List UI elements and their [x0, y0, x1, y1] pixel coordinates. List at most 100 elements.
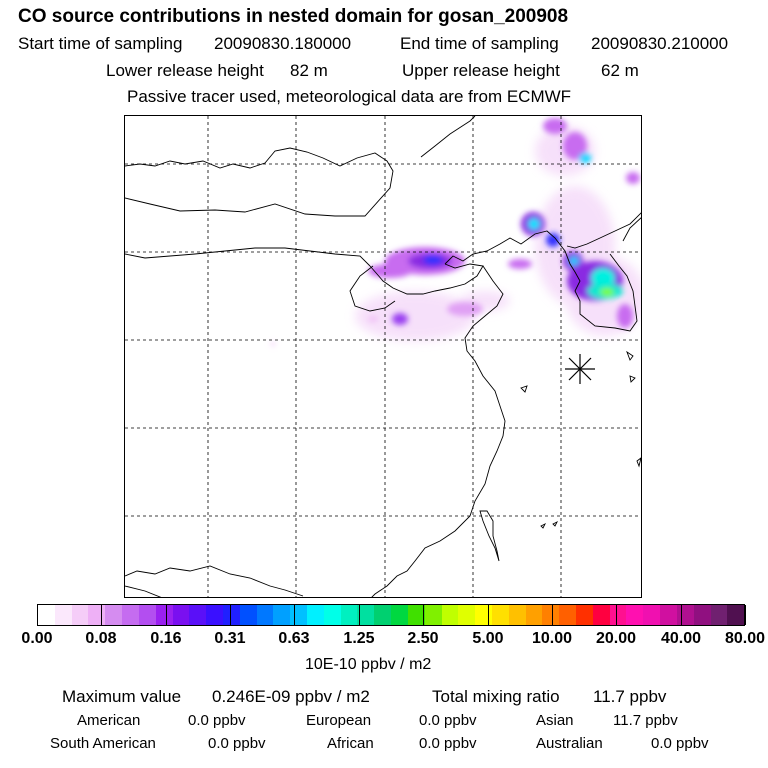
- colorbar-swatch: [592, 605, 610, 625]
- colorbar-swatch: [122, 605, 139, 625]
- colorbar-tick-label: 0.08: [85, 630, 117, 647]
- colorbar-tick: [488, 605, 489, 625]
- colorbar-tick: [37, 605, 38, 625]
- colorbar-units: 10E-10 ppbv / m2: [305, 656, 432, 673]
- colorbar-swatch: [256, 605, 274, 625]
- region-name: South American: [50, 735, 156, 752]
- colorbar-swatch: [273, 605, 291, 625]
- colorbar-swatch: [424, 605, 442, 625]
- end-time-label: End time of sampling: [400, 34, 559, 53]
- colorbar-swatch: [475, 605, 492, 625]
- colorbar-tick-label: 10.00: [531, 630, 573, 647]
- colorbar-swatch: [206, 605, 223, 625]
- colorbar-swatch: [660, 605, 677, 625]
- colorbar: [37, 604, 746, 626]
- colorbar-swatch: [407, 605, 425, 625]
- lat-lon-grid: [125, 116, 641, 597]
- colorbar-swatch: [458, 605, 476, 625]
- colorbar-swatch: [559, 605, 576, 625]
- colorbar-swatch: [693, 605, 711, 625]
- colorbar-swatch: [323, 605, 341, 625]
- colorbar-swatch: [38, 605, 55, 625]
- colorbar-swatch: [542, 605, 560, 625]
- total-mixing-label: Total mixing ratio: [432, 687, 560, 706]
- colorbar-swatch: [105, 605, 123, 625]
- colorbar-swatch: [307, 605, 324, 625]
- lower-height-label: Lower release height: [106, 61, 264, 80]
- colorbar-swatch: [576, 605, 593, 625]
- colorbar-swatch: [626, 605, 644, 625]
- colorbar-tick: [423, 605, 424, 625]
- region-value: 0.0 ppbv: [208, 735, 266, 752]
- max-value: 0.246E-09 ppbv / m2: [212, 687, 370, 706]
- colorbar-swatch: [676, 605, 694, 625]
- region-value: 11.7 ppbv: [613, 712, 678, 729]
- tracer-note: Passive tracer used, meteorological data…: [127, 87, 572, 106]
- colorbar-tick-label: 5.00: [472, 630, 504, 647]
- colorbar-swatch: [54, 605, 72, 625]
- colorbar-tick-label: 0.00: [21, 630, 53, 647]
- colorbar-swatch: [357, 605, 375, 625]
- colorbar-tick-label: 0.63: [278, 630, 310, 647]
- upper-height-label: Upper release height: [402, 61, 560, 80]
- receptor-asterisk-icon: [565, 354, 595, 384]
- colorbar-tick: [230, 605, 231, 625]
- region-name: European: [306, 712, 372, 729]
- start-time-label: Start time of sampling: [18, 34, 183, 53]
- total-mixing-value: 11.7 ppbv: [593, 687, 667, 706]
- colorbar-swatch: [508, 605, 526, 625]
- colorbar-tick: [616, 605, 617, 625]
- colorbar-swatch: [491, 605, 509, 625]
- end-time-value: 20090830.210000: [591, 34, 729, 53]
- colorbar-swatch: [71, 605, 89, 625]
- colorbar-swatch: [222, 605, 240, 625]
- region-name: American: [77, 712, 141, 729]
- colorbar-tick: [294, 605, 295, 625]
- colorbar-tick-label: 1.25: [343, 630, 375, 647]
- region-name: African: [327, 735, 374, 752]
- max-value-label: Maximum value: [62, 687, 182, 706]
- colorbar-swatch: [374, 605, 392, 625]
- start-time-value: 20090830.180000: [214, 34, 352, 53]
- colorbar-tick: [101, 605, 102, 625]
- concentration-field: [271, 118, 641, 346]
- colorbar-swatch: [239, 605, 257, 625]
- colorbar-swatch: [290, 605, 307, 625]
- colorbar-tick-label: 40.00: [660, 630, 702, 647]
- colorbar-swatch: [609, 605, 627, 625]
- colorbar-swatch: [189, 605, 207, 625]
- colorbar-tick: [681, 605, 682, 625]
- colorbar-swatch: [138, 605, 156, 625]
- colorbar-tick: [359, 605, 360, 625]
- colorbar-tick: [166, 605, 167, 625]
- colorbar-swatch: [727, 605, 745, 625]
- colorbar-tick-label: 0.16: [150, 630, 182, 647]
- region-value: 0.0 ppbv: [419, 735, 477, 752]
- upper-height-value: 62 m: [601, 61, 639, 80]
- region-value: 0.0 ppbv: [651, 735, 709, 752]
- colorbar-tick: [745, 605, 746, 625]
- lower-height-value: 82 m: [290, 61, 328, 80]
- colorbar-swatch: [340, 605, 358, 625]
- map-title: CO source contributions in nested domain…: [18, 6, 569, 27]
- region-value: 0.0 ppbv: [188, 712, 246, 729]
- region-name: Asian: [536, 712, 574, 729]
- colorbar-swatch: [525, 605, 543, 625]
- map-svg: [125, 116, 641, 597]
- colorbar-swatch: [643, 605, 661, 625]
- map-panel: [124, 115, 642, 598]
- colorbar-tick-label: 80.00: [724, 630, 766, 647]
- colorbar-tick-label: 0.31: [214, 630, 246, 647]
- colorbar-tick-label: 20.00: [595, 630, 637, 647]
- colorbar-swatch: [88, 605, 106, 625]
- colorbar-swatch: [155, 605, 173, 625]
- colorbar-tick: [552, 605, 553, 625]
- coastlines: [125, 116, 641, 597]
- colorbar-swatch: [710, 605, 728, 625]
- colorbar-swatch: [172, 605, 190, 625]
- colorbar-swatch: [441, 605, 459, 625]
- region-name: Australian: [536, 735, 603, 752]
- region-value: 0.0 ppbv: [419, 712, 477, 729]
- colorbar-tick-label: 2.50: [407, 630, 439, 647]
- colorbar-swatch: [391, 605, 408, 625]
